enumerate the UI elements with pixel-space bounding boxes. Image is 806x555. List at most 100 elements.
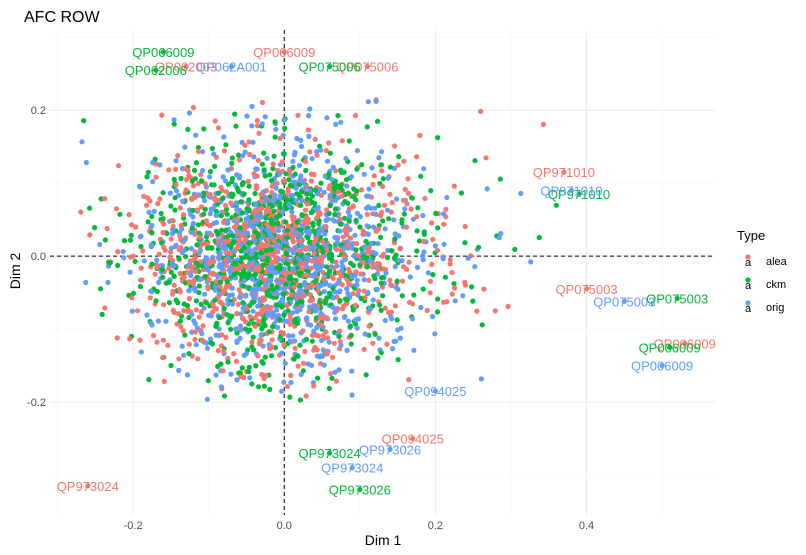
data-point-ckm [219,227,225,233]
data-point-alea [259,99,266,106]
data-point-orig [189,229,195,236]
data-point-ckm [351,186,357,192]
data-point-ckm [309,209,315,215]
data-point-alea [333,378,339,384]
data-point-alea [270,161,276,167]
data-point-orig [306,113,312,119]
data-point-orig [367,306,373,312]
data-point-ckm [435,225,441,231]
data-point-alea [138,265,144,271]
data-point-alea [359,187,365,193]
data-point-orig [385,247,391,254]
data-point-ckm [255,232,261,238]
data-point-ckm [117,211,123,217]
data-point-ckm [357,224,363,230]
data-point-alea [302,348,308,355]
data-point-orig [137,234,143,240]
data-point-orig [200,149,206,155]
data-point-orig [432,331,438,337]
data-point-ckm [149,230,155,236]
data-point-orig [396,233,402,239]
data-point-ckm [285,261,291,267]
data-point-alea [316,256,322,262]
data-point-orig [281,379,287,385]
data-point-ckm [146,377,152,383]
data-point-alea [254,118,260,124]
data-point-alea [186,341,192,347]
data-point-alea [258,198,264,204]
data-point-orig [121,255,127,261]
data-point-ckm [250,334,256,340]
data-point-ckm [298,299,304,305]
point-label-ckm: QP973026 [329,482,391,497]
data-point-alea [366,277,372,283]
data-point-alea [269,183,275,189]
data-point-ckm [342,198,348,205]
data-point-orig [421,249,427,255]
data-point-orig [318,147,324,153]
point-label-alea: QP075006 [336,59,398,74]
data-point-alea [392,143,398,149]
data-point-alea [389,200,395,206]
labeled-point-ckm [674,295,680,301]
data-point-ckm [286,276,292,282]
data-point-alea [263,373,269,379]
data-point-alea [265,305,271,311]
data-point-ckm [264,291,270,298]
data-point-alea [115,249,121,255]
data-point-ckm [81,118,87,124]
data-point-ckm [309,199,315,205]
data-point-alea [204,241,210,247]
data-point-ckm [217,279,224,285]
data-point-alea [410,301,416,307]
data-point-alea [215,125,222,131]
data-point-ckm [241,283,247,289]
data-point-alea [285,223,291,229]
labeled-point-ckm [327,63,333,70]
data-point-alea [400,197,407,203]
data-point-ckm [138,244,144,250]
data-point-orig [299,242,305,248]
data-point-alea [252,208,258,214]
data-point-orig [397,335,403,341]
data-point-ckm [249,344,255,350]
data-point-orig [169,226,176,233]
data-point-alea [269,251,275,257]
data-point-ckm [160,274,166,280]
data-point-orig [369,165,375,171]
data-point-alea [189,265,195,271]
data-point-orig [421,166,427,172]
data-point-ckm [173,297,179,303]
data-point-ckm [186,351,192,357]
data-point-ckm [166,279,172,285]
data-point-ckm [171,176,177,182]
data-point-alea [180,212,187,218]
data-point-orig [354,210,360,216]
data-point-alea [287,316,294,322]
data-point-ckm [378,234,384,240]
data-point-orig [214,213,220,219]
data-point-ckm [434,309,441,315]
data-point-ckm [363,372,369,378]
data-point-alea [193,307,199,313]
data-point-ckm [272,119,278,125]
data-point-orig [97,241,103,248]
data-point-orig [218,384,224,390]
data-point-orig [294,308,300,315]
data-point-orig [167,190,173,196]
data-point-orig [361,171,367,177]
data-point-orig [188,273,194,279]
data-point-ckm [214,320,220,326]
data-point-alea [352,112,359,119]
data-point-orig [407,274,413,280]
data-point-orig [254,213,261,219]
data-point-ckm [261,150,267,156]
data-point-orig [201,305,207,311]
data-point-orig [344,347,350,353]
data-point-orig [234,338,240,344]
data-point-ckm [326,268,333,275]
data-point-orig [375,241,381,247]
data-point-ckm [497,176,503,182]
data-point-ckm [182,332,188,338]
data-point-alea [256,130,262,136]
